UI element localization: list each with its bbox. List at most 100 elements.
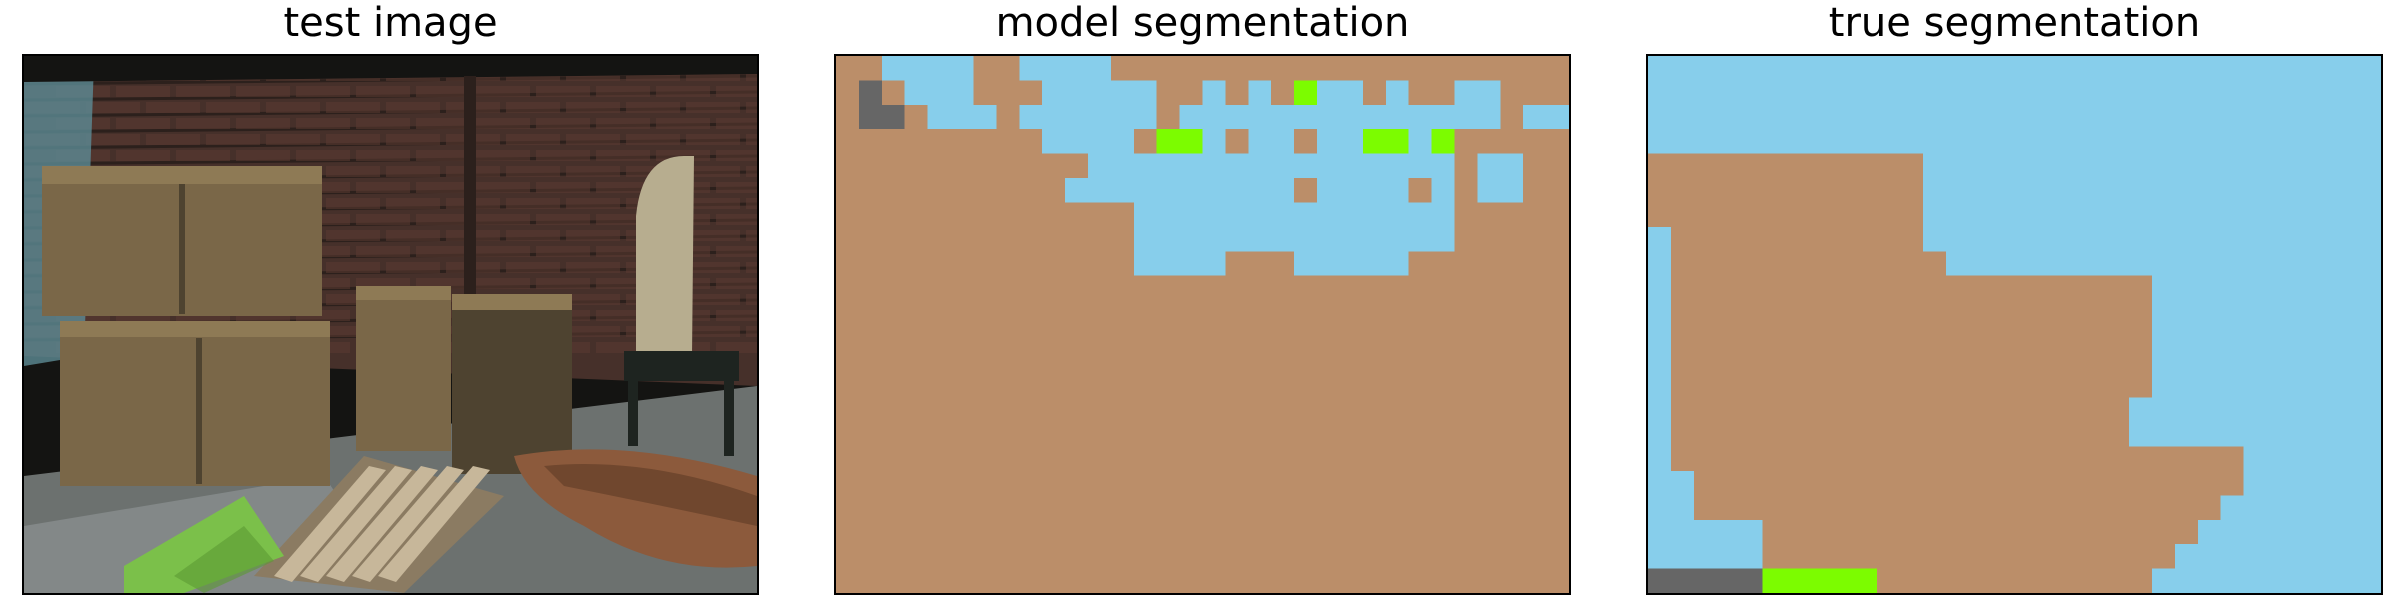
- model-segmentation-cell: [1110, 373, 1135, 399]
- model-segmentation-cell: [1408, 348, 1433, 374]
- true-segmentation-cell: [2289, 397, 2313, 423]
- brick: [596, 310, 650, 321]
- model-segmentation-cell: [904, 202, 929, 228]
- brick: [716, 86, 757, 97]
- true-segmentation-cell: [2083, 153, 2107, 179]
- model-segmentation-cell: [858, 56, 883, 81]
- model-segmentation-cell: [1454, 56, 1478, 81]
- true-segmentation-cell: [1831, 422, 1855, 448]
- true-segmentation-cell: [1762, 300, 1786, 325]
- model-segmentation-cell: [1248, 422, 1272, 448]
- model-segmentation-cell: [1523, 544, 1547, 570]
- model-segmentation-cell: [1523, 495, 1547, 521]
- true-segmentation-cell: [2060, 275, 2084, 301]
- brick: [86, 102, 140, 113]
- true-segmentation-cell: [2106, 129, 2130, 155]
- true-segmentation-cell: [2335, 470, 2359, 496]
- true-segmentation-cell: [1945, 56, 1970, 81]
- true-segmentation-cell: [2243, 202, 2267, 228]
- model-segmentation-cell: [1133, 80, 1158, 106]
- brick: [536, 214, 590, 225]
- model-segmentation-cell: [1248, 300, 1272, 325]
- model-segmentation-cell: [1248, 56, 1272, 81]
- true-segmentation-cell: [2174, 470, 2199, 496]
- true-segmentation-cell: [2243, 153, 2267, 179]
- true-segmentation-cell: [2014, 373, 2038, 399]
- true-segmentation-cell: [2174, 495, 2199, 521]
- model-segmentation-cell: [950, 178, 974, 203]
- model-segmentation-cell: [1225, 178, 1249, 203]
- model-segmentation-cell: [973, 178, 997, 203]
- model-segmentation-cell: [1225, 104, 1249, 130]
- model-segmentation-cell: [1202, 422, 1226, 448]
- model-segmentation-cell: [1362, 544, 1387, 570]
- true-segmentation-cell: [2151, 544, 2176, 570]
- model-segmentation-cell: [1271, 178, 1295, 203]
- true-segmentation-cell: [2060, 422, 2084, 448]
- true-segmentation-cell: [2014, 129, 2038, 155]
- true-segmentation-cell: [2358, 397, 2381, 423]
- true-segmentation-cell: [2289, 226, 2313, 252]
- true-segmentation-cell: [2335, 300, 2359, 325]
- model-segmentation-cell: [1110, 544, 1135, 570]
- model-segmentation-cell: [1019, 397, 1043, 423]
- true-segmentation-cell: [2220, 56, 2245, 81]
- model-segmentation-cell: [1179, 275, 1203, 301]
- brick: [506, 134, 560, 145]
- true-segmentation-cell: [2014, 470, 2038, 496]
- model-segmentation-cell: [1019, 348, 1043, 374]
- model-segmentation-cell: [1454, 80, 1478, 106]
- model-segmentation-cell: [1500, 348, 1524, 374]
- true-segmentation-cell: [1991, 519, 2015, 545]
- model-segmentation-cell: [1248, 446, 1272, 472]
- brick: [206, 134, 260, 145]
- model-segmentation-cell: [1110, 422, 1135, 448]
- true-segmentation-cell: [2129, 495, 2153, 521]
- brick: [686, 230, 740, 241]
- true-segmentation-cell: [1808, 495, 1832, 521]
- true-segmentation-cell: [2106, 348, 2130, 374]
- model-segmentation-cell: [1317, 470, 1341, 496]
- model-segmentation-cell: [1110, 495, 1135, 521]
- true-segmentation-cell: [2289, 348, 2313, 374]
- true-segmentation-cell: [1991, 397, 2015, 423]
- brick: [716, 278, 757, 289]
- brick: [536, 118, 590, 129]
- model-segmentation-cell: [881, 470, 906, 496]
- model-segmentation-cell: [1156, 397, 1181, 423]
- model-segmentation-cell: [1294, 324, 1318, 350]
- model-segmentation-cell: [1042, 495, 1066, 521]
- true-segmentation-cell: [1968, 397, 1993, 423]
- true-segmentation-cell: [1693, 422, 1718, 448]
- model-segmentation-cell: [950, 446, 974, 472]
- true-segmentation-cell: [2289, 275, 2313, 301]
- model-segmentation-cell: [1087, 251, 1112, 277]
- model-segmentation-cell: [1477, 348, 1501, 374]
- model-segmentation-cell: [1477, 470, 1501, 496]
- true-segmentation-cell: [1648, 178, 1672, 203]
- true-segmentation-cell: [2335, 373, 2359, 399]
- model-segmentation-cell: [1271, 470, 1295, 496]
- true-segmentation-cell: [1968, 153, 1993, 179]
- true-segmentation-cell: [2220, 226, 2245, 252]
- model-segmentation-cell: [1019, 275, 1043, 301]
- true-segmentation-cell: [2358, 446, 2381, 472]
- true-segmentation-cell: [1716, 446, 1741, 472]
- model-segmentation-cell: [1546, 275, 1569, 301]
- true-segmentation-cell: [1877, 422, 1901, 448]
- model-segmentation-cell: [1156, 495, 1181, 521]
- true-segmentation-cell: [2197, 178, 2222, 203]
- true-segmentation-cell: [2014, 422, 2038, 448]
- model-segmentation-cell: [1202, 226, 1226, 252]
- model-segmentation-cell: [1087, 178, 1112, 203]
- model-segmentation-cell: [858, 446, 883, 472]
- crate-small: [356, 286, 451, 451]
- model-segmentation-cell: [1019, 129, 1043, 155]
- model-segmentation-cell: [996, 226, 1020, 252]
- true-segmentation-cell: [2014, 519, 2038, 545]
- model-segmentation-cell: [1431, 104, 1455, 130]
- model-segmentation-cell: [1408, 275, 1433, 301]
- true-segmentation-cell: [2220, 300, 2245, 325]
- true-segmentation-cell: [1739, 129, 1763, 155]
- true-segmentation-cell: [2243, 324, 2267, 350]
